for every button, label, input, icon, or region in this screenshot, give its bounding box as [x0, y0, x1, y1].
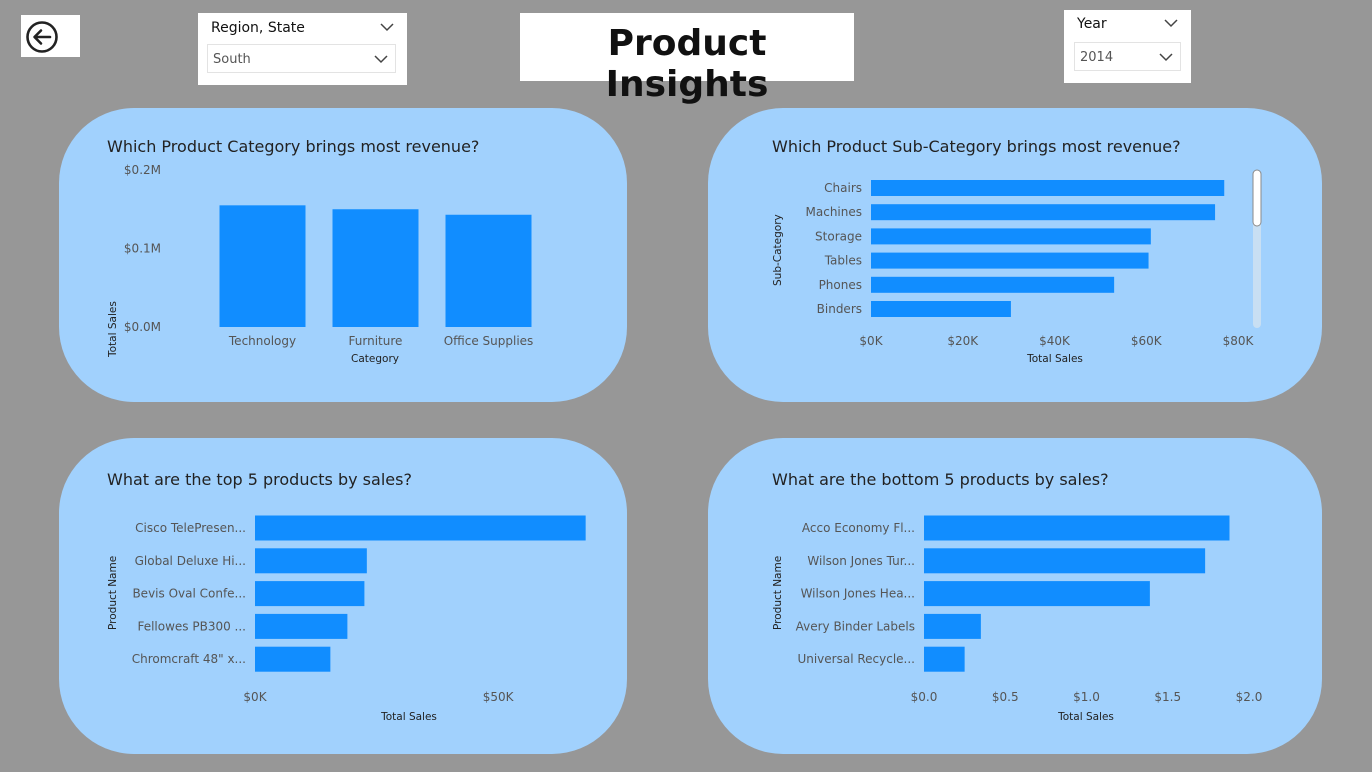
x-tick-label: $0K	[859, 334, 883, 348]
bar[interactable]	[924, 646, 965, 672]
bar[interactable]	[924, 548, 1206, 574]
y-tick-label: $0.0M	[124, 320, 161, 334]
year-slicer: Year 2014	[1064, 10, 1191, 83]
y-axis-title: Product Name	[772, 556, 784, 630]
chart-scrollbar-thumb[interactable]	[1252, 169, 1262, 227]
bar[interactable]	[871, 180, 1225, 196]
back-arrow-icon	[26, 21, 58, 53]
back-button[interactable]	[21, 15, 80, 57]
y-tick-label: $0.1M	[124, 242, 161, 256]
region-state-selected-value: South	[213, 52, 251, 67]
chevron-down-icon[interactable]	[380, 23, 394, 32]
x-axis-title: Category	[351, 353, 399, 365]
x-tick-label: $60K	[1131, 334, 1163, 348]
y-tick-label: Binders	[817, 302, 862, 316]
y-tick-label: $0.2M	[124, 163, 161, 177]
x-tick-label: $0.0	[911, 690, 938, 704]
chart-title: What are the top 5 products by sales?	[107, 470, 412, 489]
bar[interactable]	[445, 214, 532, 327]
y-tick-label: Global Deluxe Hi...	[135, 554, 246, 568]
year-dropdown[interactable]: 2014	[1074, 42, 1181, 71]
x-tick-label: Technology	[228, 334, 296, 348]
x-tick-label: $0K	[243, 690, 267, 704]
x-tick-label: $80K	[1223, 334, 1255, 348]
bar[interactable]	[219, 205, 306, 327]
x-tick-label: $1.0	[1073, 690, 1100, 704]
y-tick-label: Universal Recycle...	[797, 652, 915, 666]
page-title-box: Product Insights	[520, 13, 854, 105]
x-tick-label: $40K	[1039, 334, 1071, 348]
bar[interactable]	[871, 204, 1216, 221]
bar[interactable]	[871, 252, 1149, 269]
top-products-panel: What are the top 5 products by sales? Pr…	[59, 438, 627, 754]
bar[interactable]	[871, 228, 1151, 245]
y-tick-label: Acco Economy Fl...	[802, 521, 915, 535]
subcategory-revenue-chart: Which Product Sub-Category brings most r…	[772, 137, 1262, 365]
bar[interactable]	[255, 581, 365, 607]
region-state-slicer: Region, State South	[198, 13, 407, 85]
page-title: Product Insights	[605, 23, 769, 105]
x-tick-label: $1.5	[1154, 690, 1181, 704]
x-axis-title: Total Sales	[380, 711, 437, 723]
y-tick-label: Machines	[806, 205, 862, 219]
y-axis-title: Sub-Category	[772, 214, 784, 286]
bar[interactable]	[255, 646, 331, 672]
category-revenue-panel: Which Product Category brings most reven…	[59, 108, 627, 402]
chevron-down-icon	[1159, 53, 1173, 62]
category-revenue-chart: Which Product Category brings most reven…	[107, 137, 534, 365]
y-tick-label: Chairs	[824, 181, 862, 195]
bar[interactable]	[924, 515, 1230, 541]
bar[interactable]	[924, 581, 1150, 607]
y-axis-title: Product Name	[107, 556, 119, 630]
year-selected-value: 2014	[1080, 50, 1114, 65]
bar[interactable]	[871, 301, 1011, 317]
bar[interactable]	[255, 548, 367, 574]
y-tick-label: Cisco TelePresen...	[135, 521, 246, 535]
y-tick-label: Phones	[819, 278, 862, 292]
y-tick-label: Bevis Oval Confe...	[132, 587, 246, 601]
y-tick-label: Fellowes PB300 ...	[137, 619, 246, 633]
chart-title: Which Product Category brings most reven…	[107, 137, 479, 156]
y-tick-label: Tables	[824, 254, 862, 268]
bottom-products-panel: What are the bottom 5 products by sales?…	[708, 438, 1322, 754]
y-tick-label: Chromcraft 48" x...	[132, 652, 246, 666]
bar[interactable]	[255, 515, 586, 541]
y-tick-label: Wilson Jones Hea...	[801, 587, 915, 601]
chevron-down-icon	[374, 55, 388, 64]
bottom-products-chart: What are the bottom 5 products by sales?…	[772, 470, 1263, 723]
bar[interactable]	[871, 276, 1115, 293]
chart-title: Which Product Sub-Category brings most r…	[772, 137, 1181, 156]
x-tick-label: Office Supplies	[444, 334, 534, 348]
subcategory-revenue-panel: Which Product Sub-Category brings most r…	[708, 108, 1322, 402]
bar[interactable]	[332, 209, 419, 327]
y-axis-title: Total Sales	[107, 301, 119, 358]
x-axis-title: Total Sales	[1057, 711, 1114, 723]
x-tick-label: $50K	[483, 690, 515, 704]
year-slicer-title: Year	[1077, 16, 1107, 32]
x-tick-label: $0.5	[992, 690, 1019, 704]
region-state-slicer-title: Region, State	[211, 20, 305, 36]
bar[interactable]	[255, 613, 348, 639]
x-tick-label: Furniture	[349, 334, 403, 348]
bar[interactable]	[924, 613, 981, 639]
chart-title: What are the bottom 5 products by sales?	[772, 470, 1109, 489]
chevron-down-icon[interactable]	[1164, 19, 1178, 28]
y-tick-label: Storage	[815, 229, 862, 243]
x-axis-title: Total Sales	[1026, 353, 1083, 365]
region-state-dropdown[interactable]: South	[207, 44, 396, 73]
top-products-chart: What are the top 5 products by sales? Pr…	[107, 470, 586, 723]
y-tick-label: Wilson Jones Tur...	[807, 554, 915, 568]
x-tick-label: $2.0	[1236, 690, 1263, 704]
x-tick-label: $20K	[947, 334, 979, 348]
y-tick-label: Avery Binder Labels	[796, 619, 915, 633]
